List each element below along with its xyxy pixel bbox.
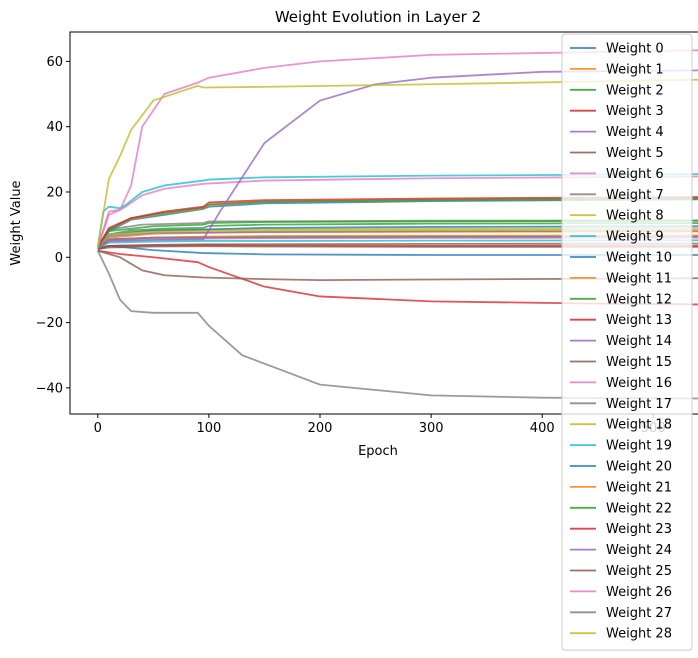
series-line-24 <box>97 69 698 249</box>
legend-label: Weight 12 <box>606 292 672 307</box>
legend-label: Weight 13 <box>606 313 672 328</box>
series-line-26 <box>96 49 698 248</box>
series-line-12 <box>97 219 698 248</box>
legend-label: Weight 25 <box>606 564 672 579</box>
y-axis-label: Weight Value <box>9 180 24 265</box>
legend-label: Weight 26 <box>606 585 672 600</box>
legend-label: Weight 1 <box>606 62 664 77</box>
series-line-25 <box>97 249 698 282</box>
legend-label: Weight 23 <box>606 522 672 537</box>
legend-label: Weight 11 <box>606 271 672 286</box>
series-line-28 <box>96 78 698 248</box>
series-line-19 <box>97 239 698 249</box>
legend-label: Weight 3 <box>606 104 664 119</box>
legend-label: Weight 18 <box>606 418 672 433</box>
y-axis: −40 −20 0 20 40 60 <box>36 55 70 396</box>
plot-frame <box>69 31 698 415</box>
legend-label: Weight 19 <box>606 439 672 454</box>
x-tick-label: 400 <box>530 421 555 436</box>
legend-label: Weight 20 <box>606 460 672 475</box>
legend-label: Weight 15 <box>606 355 672 370</box>
series-line-18 <box>97 228 698 249</box>
series-line-14 <box>97 229 698 249</box>
legend: Weight 0 Weight 1 Weight 2 Weight 3 Weight 4… <box>561 33 693 651</box>
x-tick-label: 100 <box>196 421 221 436</box>
legend-label: Weight 21 <box>606 480 672 495</box>
y-tick-label: 40 <box>46 120 63 135</box>
y-tick-label: −40 <box>36 381 63 396</box>
legend-label: Weight 27 <box>606 606 672 621</box>
legend-label: Weight 8 <box>606 209 664 224</box>
legend-label: Weight 9 <box>606 230 664 245</box>
series-line-22 <box>97 197 698 248</box>
y-tick-label: 20 <box>46 185 63 200</box>
y-tick-label: −20 <box>36 316 63 331</box>
series-layer <box>96 49 698 400</box>
legend-label: Weight 7 <box>606 188 664 203</box>
legend-label: Weight 16 <box>606 376 672 391</box>
legend-label: Weight 6 <box>606 167 664 182</box>
series-line-5 <box>97 242 698 250</box>
legend-label: Weight 28 <box>606 627 672 642</box>
legend-label: Weight 22 <box>606 501 672 516</box>
x-tick-label: 200 <box>308 421 333 436</box>
legend-label: Weight 4 <box>606 125 664 140</box>
legend-box <box>561 33 693 651</box>
series-line-15 <box>97 245 698 251</box>
legend-label: Weight 17 <box>606 397 672 412</box>
series-line-9 <box>96 173 698 248</box>
series-line-6 <box>96 175 698 248</box>
x-tick-label: 300 <box>419 421 444 436</box>
x-tick-label: 0 <box>94 421 102 436</box>
legend-label: Weight 14 <box>606 334 672 349</box>
legend-label: Weight 24 <box>606 543 672 558</box>
legend-label: Weight 10 <box>606 251 672 266</box>
y-tick-label: 0 <box>55 251 63 266</box>
chart-title: Weight Evolution in Layer 2 <box>275 8 481 26</box>
legend-label: Weight 5 <box>606 146 664 161</box>
series-line-17 <box>97 235 698 249</box>
series-line-23 <box>96 196 698 248</box>
y-tick-label: 60 <box>46 55 63 70</box>
series-line-13 <box>97 249 698 306</box>
series-line-27 <box>96 250 698 400</box>
legend-label: Weight 2 <box>606 83 664 98</box>
legend-label: Weight 0 <box>606 42 664 57</box>
x-axis-label: Epoch <box>358 444 398 459</box>
